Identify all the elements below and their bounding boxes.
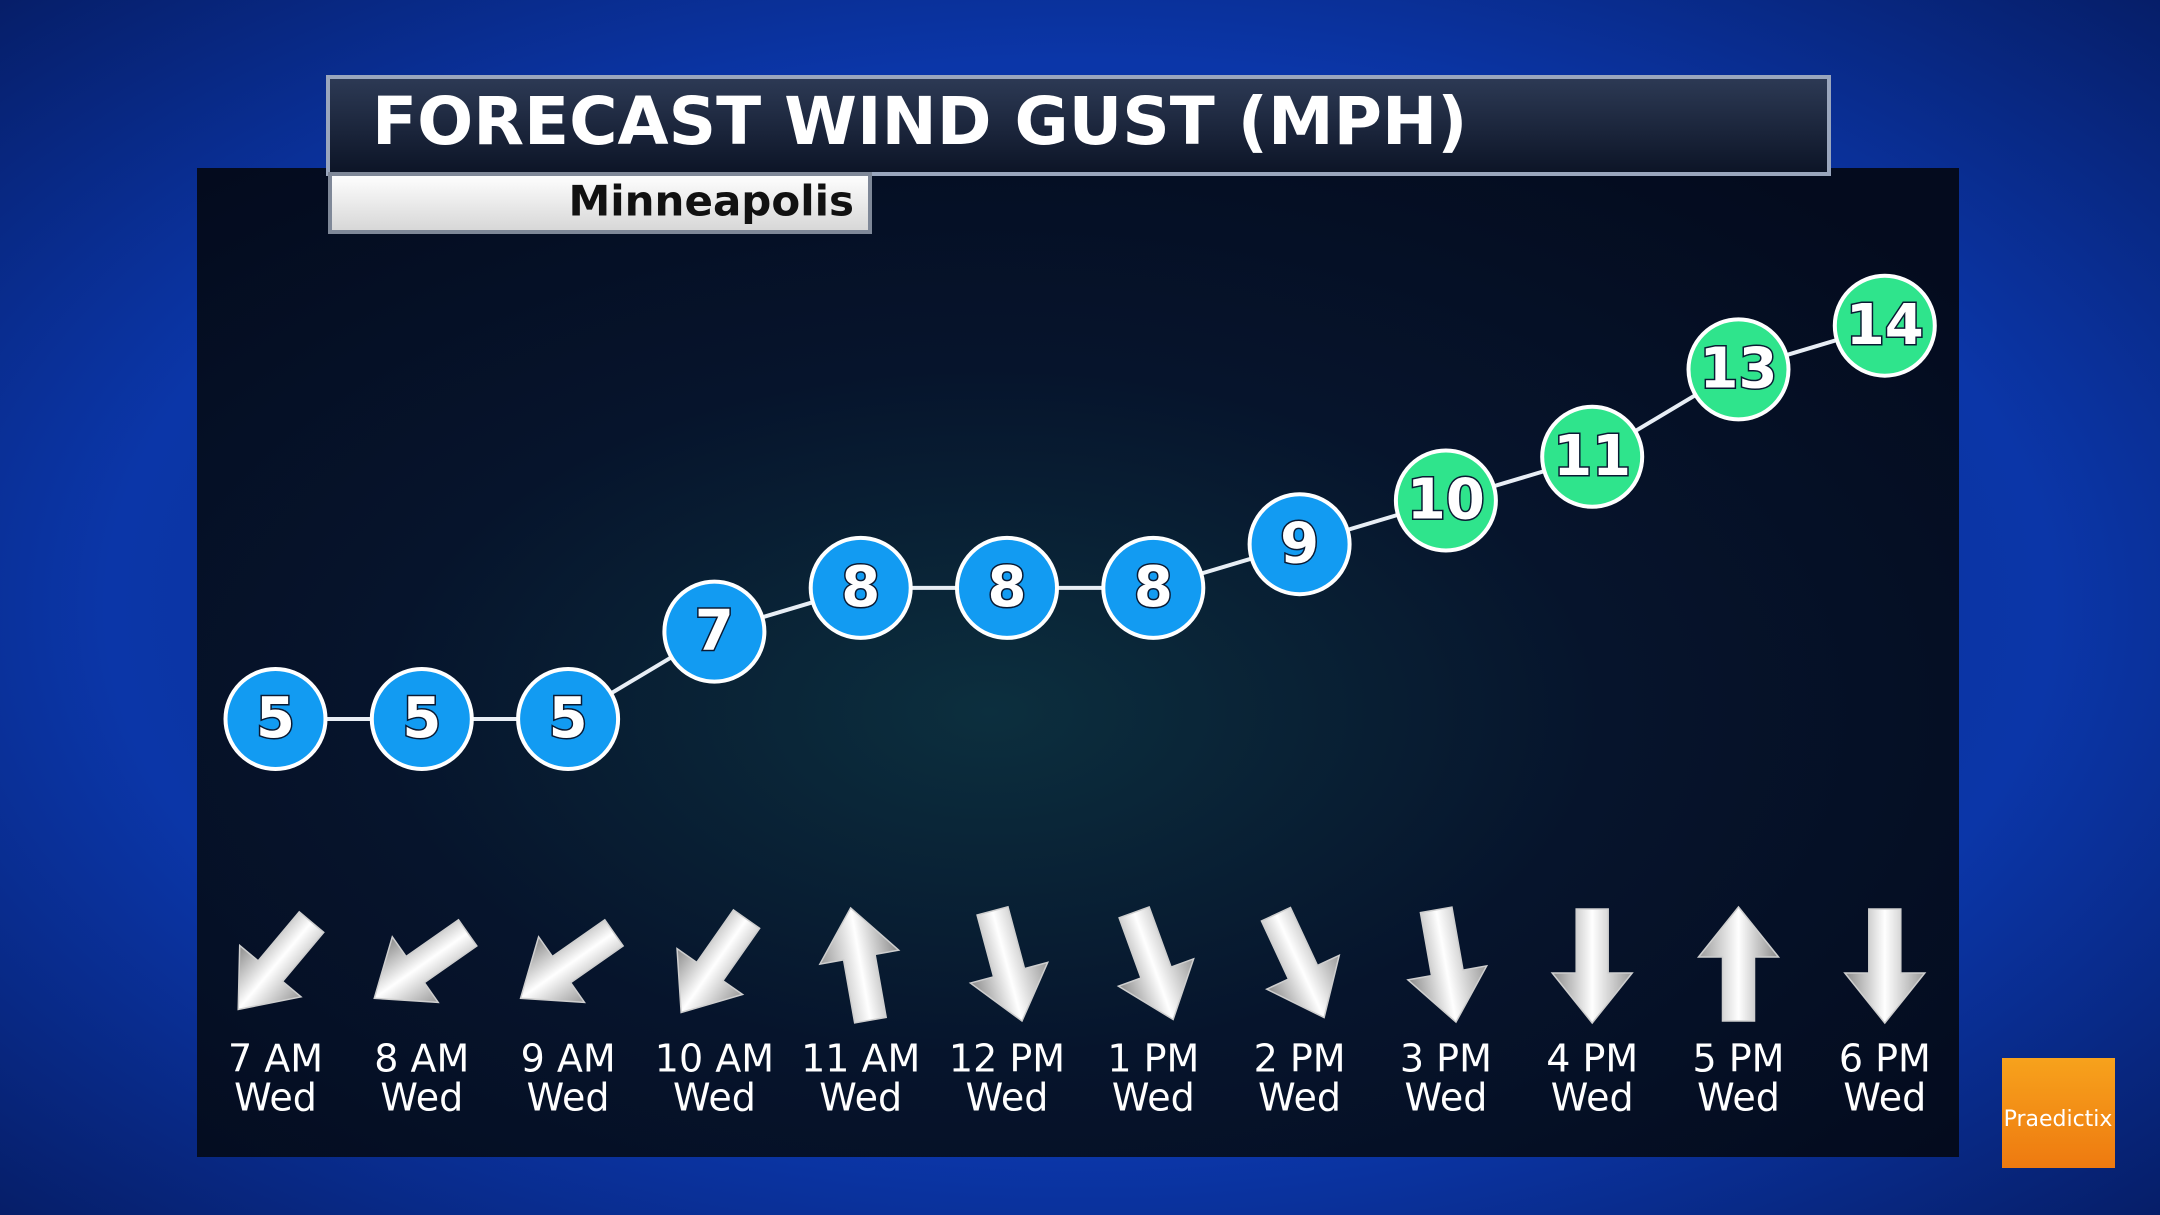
point xyxy=(516,667,621,771)
logo-box xyxy=(2002,1058,2115,1168)
point xyxy=(1540,404,1645,509)
x-tick-label: 10 AM xyxy=(655,1037,774,1081)
x-tick-label: 4 PM xyxy=(1546,1037,1638,1081)
data-label: 5 xyxy=(256,686,295,751)
data-label: 5 xyxy=(402,686,441,751)
wind-arrow xyxy=(818,906,901,1024)
data-label: 11 xyxy=(1553,424,1631,489)
x-tick-label: 3 PM xyxy=(1400,1037,1492,1081)
wind-arrow xyxy=(519,918,625,1004)
data-label: 13 xyxy=(1700,337,1778,402)
data-label: 8 xyxy=(1134,555,1173,620)
x-tick-day: Wed xyxy=(1697,1076,1780,1120)
point xyxy=(369,667,474,771)
data-label: 8 xyxy=(988,555,1027,620)
point xyxy=(955,535,1059,640)
x-tick-day: Wed xyxy=(1551,1076,1634,1120)
point xyxy=(662,579,767,684)
x-tick-label: 5 PM xyxy=(1693,1037,1785,1081)
wind-arrow xyxy=(1550,908,1634,1025)
data-label: 8 xyxy=(841,555,880,620)
title-box xyxy=(326,75,1831,176)
wind-arrow xyxy=(1406,906,1489,1024)
wind-arrow xyxy=(1843,908,1927,1025)
x-tick-label: 6 PM xyxy=(1839,1037,1931,1081)
x-tick-label: 11 AM xyxy=(801,1037,920,1081)
subtitle-box xyxy=(328,172,872,234)
point xyxy=(808,535,913,640)
chart-title: FORECAST WIND GUST (MPH) xyxy=(372,83,1467,160)
wind-arrow xyxy=(1260,906,1341,1019)
x-tick-day: Wed xyxy=(966,1076,1049,1120)
x-tick-day: Wed xyxy=(1404,1076,1487,1120)
x-tick-label: 1 PM xyxy=(1107,1037,1199,1081)
x-tick-day: Wed xyxy=(1843,1076,1926,1120)
x-tick-label: 8 AM xyxy=(374,1037,469,1081)
x-tick-label: 9 AM xyxy=(521,1037,616,1081)
point xyxy=(1832,273,1937,378)
x-tick-label: 2 PM xyxy=(1254,1037,1346,1081)
wind-arrow xyxy=(1116,905,1195,1021)
data-label: 5 xyxy=(549,686,588,751)
point xyxy=(223,667,328,771)
x-tick-day: Wed xyxy=(1112,1076,1195,1120)
wind-arrow xyxy=(237,910,325,1011)
logo-text: Praedictix xyxy=(2004,1107,2113,1132)
x-tick-day: Wed xyxy=(819,1076,902,1120)
x-tick-day: Wed xyxy=(1258,1076,1341,1120)
wind-arrow xyxy=(676,908,761,1014)
data-label: 10 xyxy=(1407,468,1485,533)
x-tick-day: Wed xyxy=(234,1076,317,1120)
wind-arrow xyxy=(373,918,478,1004)
wind-arrow xyxy=(1696,905,1781,1022)
data-label: 9 xyxy=(1280,511,1319,576)
x-tick-label: 12 PM xyxy=(949,1037,1065,1081)
x-tick-day: Wed xyxy=(527,1076,610,1120)
wind-arrow xyxy=(968,905,1050,1023)
data-label: 7 xyxy=(695,599,734,664)
point xyxy=(1686,317,1791,422)
point xyxy=(1101,535,1206,640)
x-tick-day: Wed xyxy=(673,1076,756,1120)
point xyxy=(1247,492,1352,597)
x-tick-label: 7 AM xyxy=(228,1037,323,1081)
chart-subtitle: Minneapolis xyxy=(568,177,854,226)
x-tick-day: Wed xyxy=(380,1076,463,1120)
data-label: 14 xyxy=(1846,293,1924,358)
chart-panel xyxy=(197,168,1959,1157)
point xyxy=(1393,448,1498,553)
